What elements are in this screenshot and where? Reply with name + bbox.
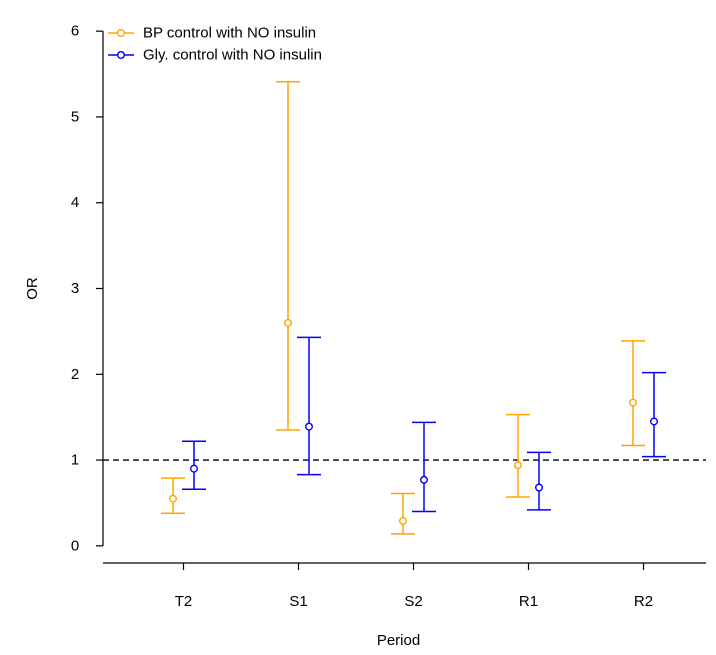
x-axis-title: Period <box>377 632 420 649</box>
y-tick-label: 2 <box>71 366 79 383</box>
data-point <box>284 318 293 327</box>
data-point <box>168 494 177 503</box>
data-point <box>535 483 544 492</box>
data-point <box>189 464 198 473</box>
x-tick-label: S2 <box>404 593 422 610</box>
legend-marker <box>116 29 125 38</box>
legend-label: Gly. control with NO insulin <box>143 47 322 64</box>
series-group <box>161 81 666 535</box>
data-point <box>514 461 523 470</box>
legend-label: BP control with NO insulin <box>143 25 316 42</box>
y-tick-label: 5 <box>71 108 79 125</box>
axes: 0 1 2 3 4 5 6 T2 S1 S2 R1 R2 <box>71 23 706 610</box>
series-1 <box>161 81 645 535</box>
y-tick-label: 1 <box>71 452 79 469</box>
legend-marker <box>116 51 125 60</box>
data-point <box>629 398 638 407</box>
legend: BP control with NO insulin Gly. control w… <box>108 25 322 64</box>
data-point <box>650 417 659 426</box>
x-tick-label: T2 <box>175 593 193 610</box>
data-point <box>399 516 408 525</box>
x-tick-label: S1 <box>289 593 307 610</box>
y-axis-title: OR <box>24 277 41 300</box>
data-point <box>420 475 429 484</box>
x-tick-label: R2 <box>634 593 653 610</box>
y-tick-label: 4 <box>71 194 79 211</box>
y-tick-label: 3 <box>71 280 79 297</box>
y-tick-label: 0 <box>71 537 79 554</box>
data-point <box>305 422 314 431</box>
x-tick-label: R1 <box>519 593 538 610</box>
series-2 <box>182 336 666 513</box>
y-tick-label: 6 <box>71 23 79 40</box>
